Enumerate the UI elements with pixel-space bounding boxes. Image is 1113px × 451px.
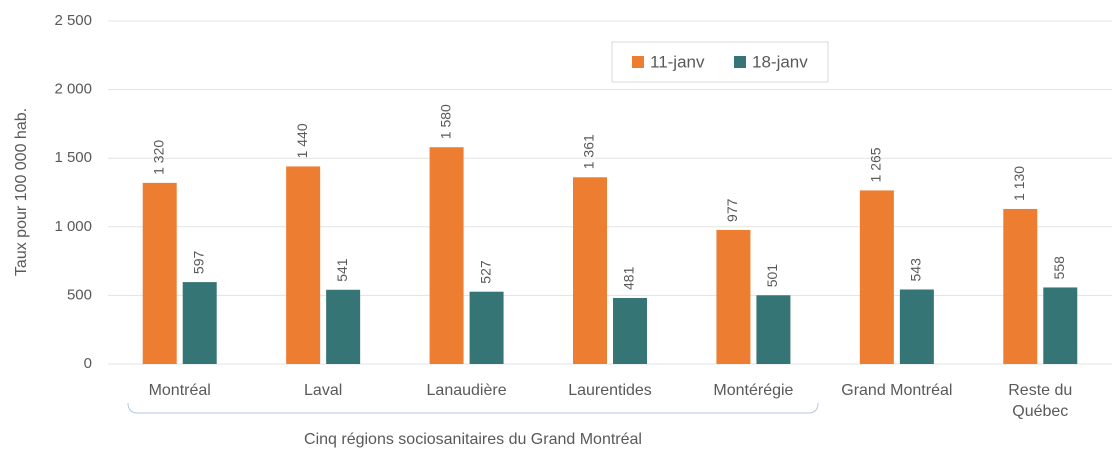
- legend-swatch: [734, 56, 746, 68]
- x-tick-label: Lanaudière: [426, 382, 507, 399]
- data-label: 1 361: [581, 134, 597, 169]
- bar: [326, 289, 361, 364]
- x-tick-label: Laurentides: [568, 382, 652, 399]
- data-label: 1 130: [1011, 166, 1027, 201]
- data-label: 543: [908, 258, 924, 282]
- y-tick-label: 0: [84, 355, 92, 372]
- x-tick-label: Grand Montréal: [841, 382, 953, 399]
- data-label: 977: [724, 198, 740, 222]
- bar: [756, 295, 791, 364]
- legend-box: [611, 41, 829, 83]
- y-tick-label: 2 000: [54, 81, 92, 98]
- y-tick-label: 1 000: [54, 218, 92, 235]
- x-tick-label: Reste du Québec: [1008, 382, 1073, 420]
- x-tick-label: Laval: [304, 382, 343, 399]
- bar: [573, 177, 607, 364]
- bar: [859, 190, 894, 364]
- data-label: 597: [190, 251, 206, 275]
- bar: [899, 289, 934, 364]
- bar: [1003, 208, 1038, 364]
- y-tick-label: 500: [67, 286, 92, 303]
- annotation: Cinq régions sociosanitaires du Grand Mo…: [304, 431, 642, 448]
- bar: [1043, 287, 1078, 364]
- data-label: 527: [477, 260, 493, 284]
- data-label: 501: [764, 264, 780, 288]
- bar: [182, 282, 217, 364]
- legend-label: 11-janv: [650, 52, 705, 71]
- legend-swatch: [632, 56, 644, 68]
- data-label: 1 580: [437, 104, 453, 139]
- data-label: 481: [621, 266, 637, 290]
- group-bracket: [127, 402, 819, 414]
- x-tick-label: Montréal: [148, 382, 211, 399]
- x-tick-label: Montérégie: [713, 382, 794, 399]
- bar: [469, 291, 504, 364]
- bar: [142, 182, 177, 364]
- y-axis-label: Taux pour 100 000 hab.: [13, 108, 30, 276]
- bar: [429, 147, 464, 364]
- bar: [613, 298, 647, 364]
- data-label: 1 265: [868, 147, 884, 182]
- data-label: 1 440: [294, 123, 310, 158]
- y-tick-label: 2 500: [54, 12, 92, 29]
- y-tick-label: 1 500: [54, 149, 92, 166]
- data-label: 1 320: [150, 140, 166, 175]
- legend-label: 18-janv: [752, 52, 808, 71]
- bar: [286, 166, 321, 364]
- bar: [716, 229, 751, 364]
- data-label: 541: [334, 258, 350, 282]
- data-label: 558: [1051, 256, 1067, 280]
